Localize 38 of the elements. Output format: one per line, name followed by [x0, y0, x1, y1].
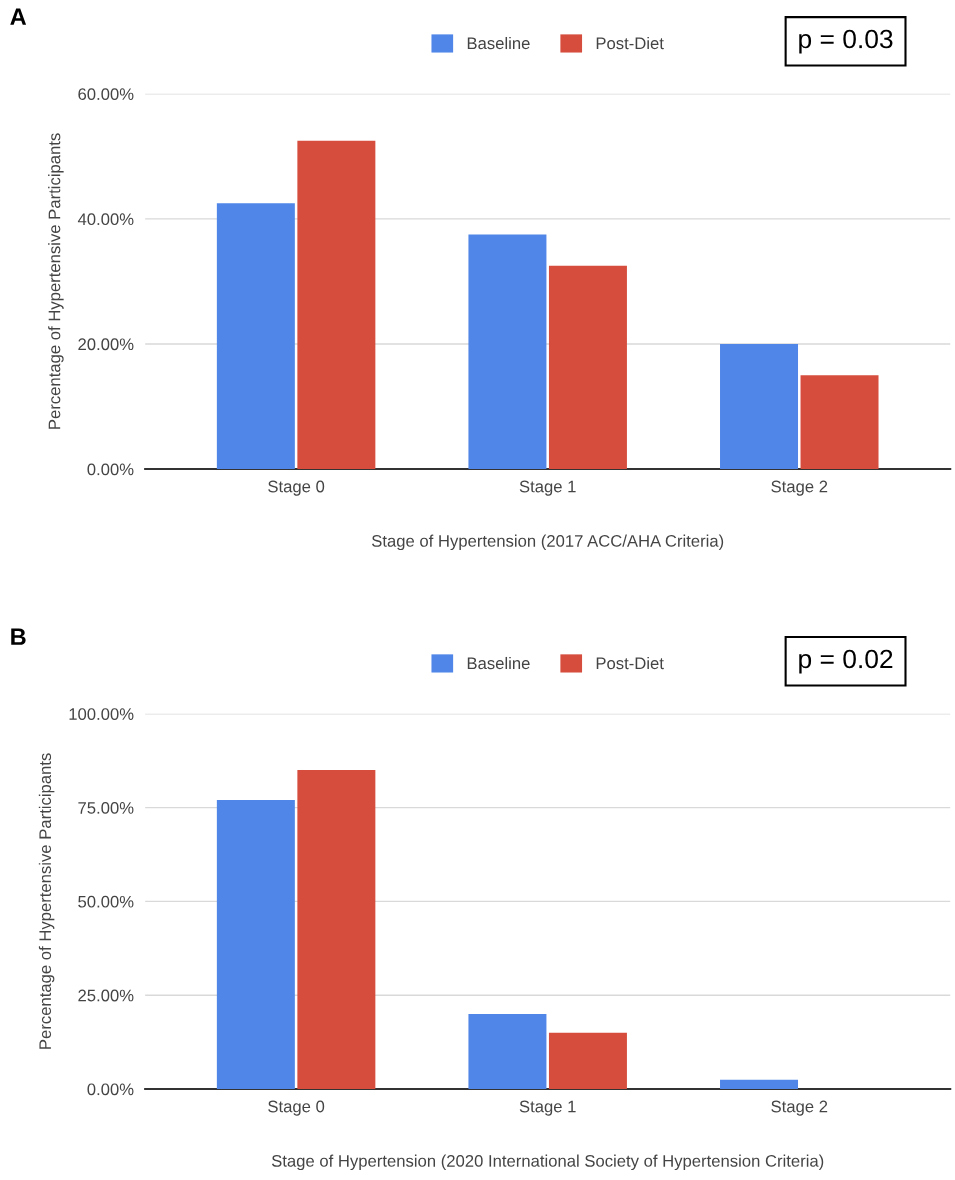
- bar: [720, 1079, 799, 1090]
- bar: [468, 1013, 547, 1090]
- text: B: [11, 628, 26, 645]
- x-tick-label: Stage 1: [519, 480, 576, 496]
- legend-label: Post-Diet: [596, 656, 664, 670]
- legend-label: Baseline: [467, 36, 530, 50]
- text: p = 0.03: [799, 29, 893, 54]
- x-tick-label: Stage 2: [771, 480, 828, 496]
- y-tick-label: 20.00%: [78, 338, 134, 351]
- bar: [800, 375, 879, 470]
- x-axis-title: Stage of Hypertension (2020 International Society of Hypertension Criteria): [271, 1154, 824, 1171]
- y-tick-label: 75.00%: [78, 801, 134, 814]
- y-axis-title: Percentage of Hypertensive Participants: [48, 133, 64, 429]
- legend-label: Baseline: [467, 656, 530, 670]
- x-axis-title: Stage of Hypertension (2017 ACC/AHA Criteria): [371, 534, 724, 551]
- y-axis-title: Percentage of Hypertensive Participants: [38, 753, 55, 1049]
- bar: [216, 800, 295, 1090]
- y-tick-label: 0.00%: [87, 1083, 134, 1096]
- bar: [548, 1032, 627, 1090]
- bar: [720, 343, 799, 470]
- x-tick-label: Stage 1: [519, 1100, 576, 1116]
- bar: [216, 203, 295, 470]
- bar: [297, 770, 376, 1090]
- bar: [468, 234, 547, 470]
- text: A: [10, 8, 27, 25]
- y-tick-label: 0.00%: [87, 463, 134, 476]
- x-tick-label: Stage 2: [771, 1100, 828, 1116]
- text: p = 0.02: [799, 649, 893, 674]
- x-tick-label: Stage 0: [268, 480, 325, 496]
- legend-label: Post-Diet: [596, 36, 664, 50]
- y-tick-label: 60.00%: [78, 88, 134, 101]
- bar: [548, 265, 627, 470]
- y-tick-label: 40.00%: [77, 213, 134, 226]
- y-tick-label: 50.00%: [78, 895, 134, 908]
- y-tick-label: 100.00%: [69, 708, 134, 720]
- x-tick-label: Stage 0: [268, 1100, 325, 1116]
- bar: [297, 140, 376, 470]
- y-tick-label: 25.00%: [78, 989, 134, 1002]
